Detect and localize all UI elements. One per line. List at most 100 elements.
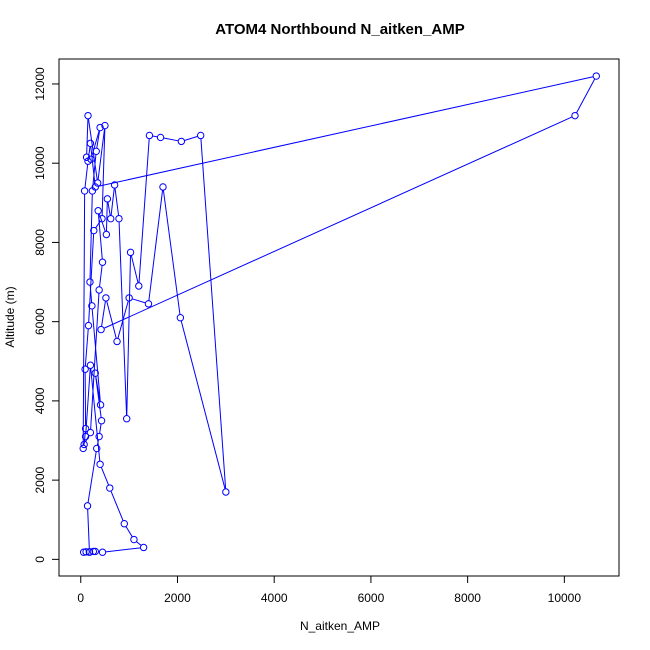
data-point [96, 401, 105, 409]
series-segment [576, 78, 596, 114]
data-point [94, 207, 102, 215]
data-point [97, 417, 106, 425]
data-point [81, 424, 90, 433]
data-point [86, 278, 94, 286]
y-tick-label: 12000 [33, 67, 47, 101]
x-tick-label: 0 [77, 591, 84, 605]
y-tick-label: 0 [33, 556, 47, 563]
series-segment [152, 135, 158, 138]
data-point [145, 131, 154, 140]
series-segment [125, 526, 133, 538]
y-axis-label: Altitude (m) [3, 286, 17, 347]
chart-title: ATOM4 Northbound N_aitken_AMP [215, 21, 464, 38]
series-segment [97, 128, 106, 180]
series-segment [200, 138, 227, 489]
data-point [96, 460, 104, 468]
data-point [82, 548, 90, 556]
data-point [110, 181, 119, 189]
data-point [106, 484, 114, 492]
series-segment [101, 300, 106, 327]
series-segment [87, 509, 90, 550]
data-point [144, 300, 153, 308]
data-point [97, 325, 105, 334]
data-point [80, 187, 89, 195]
data-point [81, 432, 90, 441]
series-segment [97, 213, 103, 260]
data-point [102, 294, 110, 302]
data-point [91, 369, 99, 377]
series-segment [162, 190, 181, 315]
data-point [96, 123, 104, 132]
data-point [84, 321, 93, 330]
series-segment [95, 376, 101, 402]
series-segment [90, 293, 100, 430]
series-segment [84, 328, 89, 367]
data-point [115, 214, 123, 223]
data-point [93, 179, 102, 187]
data-point [89, 547, 98, 556]
data-point [79, 548, 88, 556]
data-point [91, 183, 99, 191]
series-segment [106, 300, 117, 339]
data-point [196, 131, 205, 140]
data-point [107, 214, 115, 223]
data-point [85, 548, 94, 556]
data-point [98, 258, 107, 266]
data-point [102, 230, 111, 239]
series-segment [126, 255, 131, 416]
data-point [82, 153, 91, 161]
data-point [80, 440, 88, 449]
data-point [159, 183, 167, 191]
x-axis: 0 2000 4000 6000 8000 10000 [77, 575, 582, 605]
series-segment [100, 467, 110, 486]
series-segment [148, 190, 164, 301]
series-lines [82, 76, 596, 553]
data-point [135, 282, 143, 290]
data-point [176, 313, 185, 322]
data-point [88, 302, 96, 310]
data-point [126, 248, 135, 257]
data-point [113, 337, 121, 346]
series-segment [96, 130, 101, 149]
series-segment [85, 368, 91, 434]
plot-area-frame [58, 58, 620, 577]
series-segment [132, 298, 146, 304]
data-point [156, 133, 165, 142]
series-segment [114, 188, 120, 216]
x-tick-label: 6000 [358, 591, 385, 605]
data-point [120, 520, 128, 528]
series-points [79, 72, 600, 556]
data-point [91, 547, 99, 556]
series-segment [89, 194, 93, 279]
y-tick-label: 10000 [33, 146, 47, 180]
data-point [130, 535, 138, 544]
series-segment [98, 213, 106, 232]
data-point [571, 111, 579, 120]
data-point [177, 137, 186, 146]
data-point [139, 543, 148, 552]
x-axis-label: N_aitken_AMP [300, 619, 380, 633]
series-segment [91, 308, 101, 402]
series-segment [163, 137, 179, 142]
series-segment [84, 164, 89, 188]
series-segment [92, 154, 97, 188]
data-point [93, 444, 101, 453]
series-segment [110, 188, 115, 216]
data-point [90, 226, 98, 235]
series-segment [180, 320, 226, 490]
series-segment [138, 138, 150, 283]
data-point [125, 294, 133, 302]
series-segment [99, 265, 103, 287]
series-segment [107, 201, 111, 216]
y-axis: 0 2000 4000 6000 8000 10000 12000 [33, 67, 60, 563]
data-point [98, 214, 106, 223]
series-segment [110, 490, 124, 521]
data-point [95, 432, 103, 441]
series-segment [105, 202, 108, 232]
x-tick-label: 10000 [548, 591, 582, 605]
series-segment [86, 118, 89, 155]
data-point [84, 111, 92, 120]
series-segment [103, 116, 573, 329]
y-tick-label: 4000 [33, 387, 47, 414]
